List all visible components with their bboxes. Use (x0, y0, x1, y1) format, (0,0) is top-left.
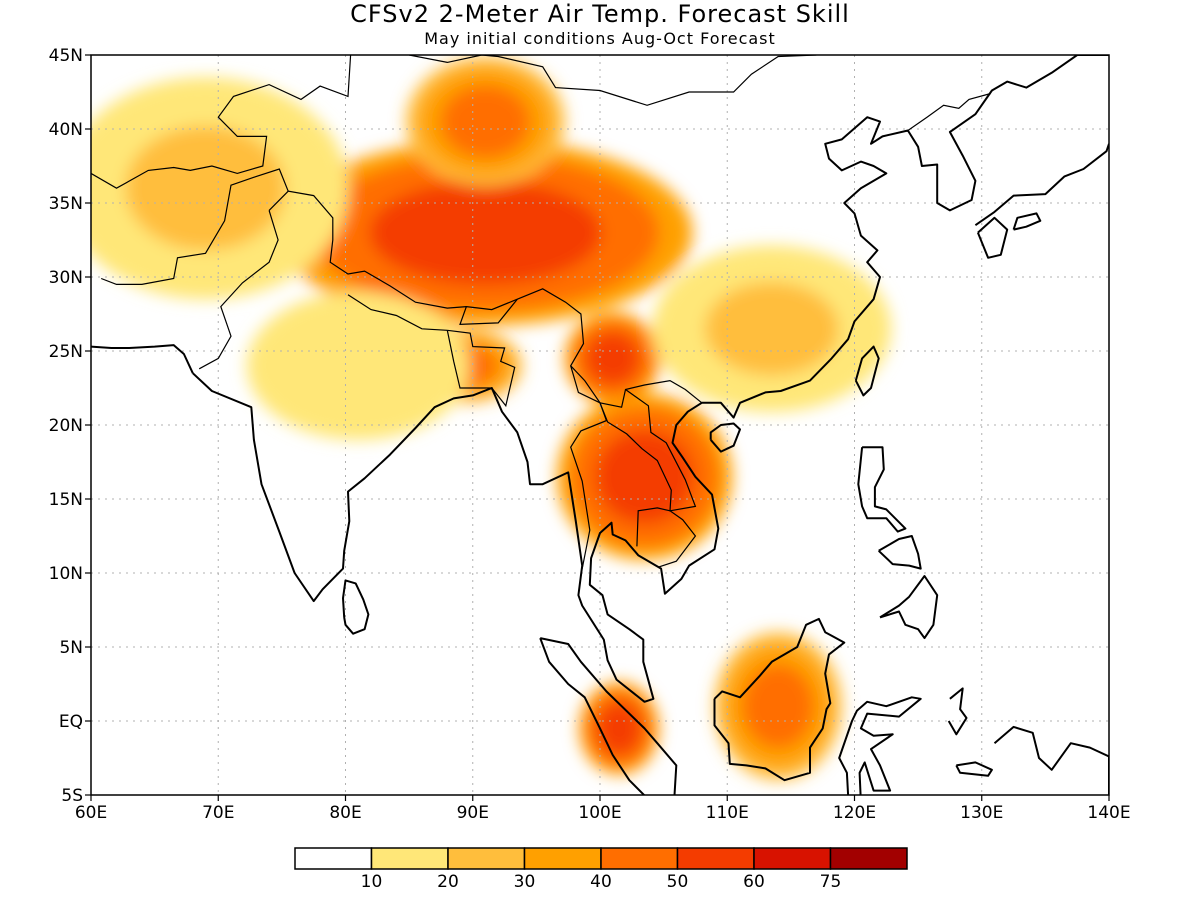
visayas (878, 535, 922, 570)
persian-coast (91, 344, 194, 374)
halmahera (947, 687, 968, 736)
mongolia-border (408, 55, 817, 106)
graticule (91, 55, 1109, 795)
lat-tick-label: 5N (59, 638, 83, 658)
skill-region-core (369, 180, 602, 285)
lat-tick-label: 25N (49, 342, 83, 362)
sri-lanka (342, 579, 370, 635)
skill-region-core (295, 324, 421, 408)
borneo (713, 617, 846, 782)
india-coast (192, 55, 1109, 703)
lon-tick-label: 110E (706, 803, 749, 823)
lat-tick-label: 20N (49, 416, 83, 436)
latitude-axis: 5S EQ 5N 10N 15N 20N 25N 30N 35N 40N 45N (49, 46, 91, 806)
bangladesh-border (446, 329, 516, 408)
sulawesi (838, 696, 922, 795)
colorbar-tick-label: 75 (820, 872, 842, 892)
skill-region-core (125, 126, 286, 251)
lat-tick-label: 35N (49, 194, 83, 214)
afghan-border (100, 168, 289, 285)
lon-tick-label: 70E (202, 803, 234, 823)
coastlines (91, 55, 1109, 795)
thai-cambodia (636, 507, 697, 568)
lat-tick-label: 40N (49, 120, 83, 140)
longitude-axis: 60E 70E 80E 90E 100E 110E 120E 130E 140E (75, 795, 1131, 823)
skill-region-core (742, 664, 814, 748)
new-guinea (993, 725, 1109, 795)
lon-tick-label: 90E (457, 803, 489, 823)
skill-region-core (586, 332, 640, 385)
lon-tick-label: 80E (329, 803, 361, 823)
skill-region-core (440, 85, 531, 158)
nepal-south (347, 294, 448, 331)
colorbar-swatch (829, 847, 908, 870)
seram (955, 761, 993, 777)
lat-tick-label: EQ (59, 712, 83, 732)
lat-tick-label: 30N (49, 268, 83, 288)
map-area (91, 55, 1109, 795)
lat-tick-label: 45N (49, 46, 83, 66)
colorbar-tick-label: 20 (437, 872, 459, 892)
lon-tick-label: 100E (578, 803, 621, 823)
lon-tick-label: 120E (833, 803, 876, 823)
colorbar-tick-label: 60 (743, 872, 765, 892)
lon-tick-label: 60E (75, 803, 107, 823)
colorbar-tick-label: 10 (361, 872, 383, 892)
lat-tick-label: 5S (61, 786, 83, 806)
sumatra (539, 637, 678, 795)
colorbar-swatch (447, 847, 526, 870)
colorbar-swatch (600, 847, 679, 870)
colorbar-tick-label: 30 (514, 872, 536, 892)
lat-tick-label: 15N (49, 490, 83, 510)
pak-india (198, 210, 279, 370)
colorbar-swatch (370, 847, 449, 870)
colorbar-swatch (523, 847, 602, 870)
shikoku (1012, 212, 1042, 231)
lat-tick-label: 10N (49, 564, 83, 584)
lon-tick-label: 140E (1087, 803, 1130, 823)
burma-thai (570, 365, 608, 569)
korea-border (907, 92, 991, 131)
luzon (857, 446, 907, 533)
skill-field (91, 56, 892, 781)
taiwan (854, 345, 880, 397)
colorbar-tick-label: 40 (590, 872, 612, 892)
kyushu (976, 216, 1009, 259)
colorbar-swatch (294, 847, 373, 870)
colorbar: 10 20 30 40 50 60 75 (294, 847, 908, 892)
colorbar-swatch (676, 847, 755, 870)
mindanao (879, 575, 939, 640)
skill-region-core (704, 282, 839, 376)
skill-region-core (596, 702, 642, 755)
honshu (974, 143, 1109, 227)
chart-subtitle: May initial conditions Aug-Oct Forecast (424, 29, 776, 48)
skill-region-core (595, 430, 694, 524)
central-asia (91, 55, 352, 189)
chart-title: CFSv2 2-Meter Air Temp. Forecast Skill (350, 0, 850, 28)
colorbar-tick-label: 50 (667, 872, 689, 892)
lon-tick-label: 130E (960, 803, 1003, 823)
hainan (709, 422, 741, 453)
india-china-east (459, 298, 518, 326)
colorbar-swatch (753, 847, 832, 870)
